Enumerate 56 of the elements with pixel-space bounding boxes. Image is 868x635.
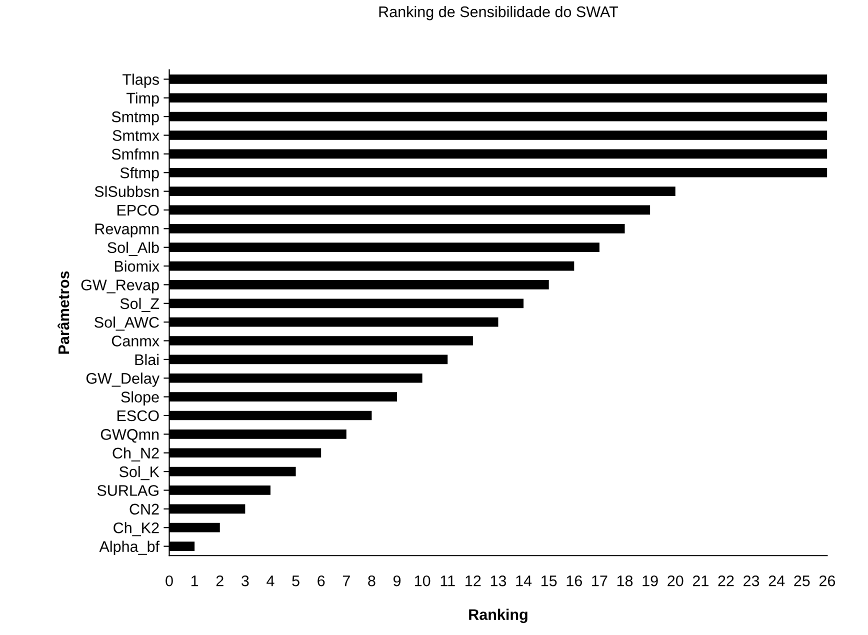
x-tick-label: 13	[490, 575, 506, 586]
y-tick-label: Tlaps	[122, 74, 159, 88]
x-tick-label: 11	[440, 576, 455, 586]
x-tick-label: 22	[718, 575, 734, 586]
x-tick-label: 24	[768, 575, 785, 586]
y-tick-label: EPCO	[117, 204, 159, 216]
y-tick-label: GW_Delay	[86, 372, 160, 387]
y-tick-label: CN2	[130, 504, 159, 515]
y-tick-label: GWQmn	[100, 429, 159, 443]
y-tick-label: Smfmn	[112, 148, 159, 160]
x-tick-label: 0	[166, 575, 173, 586]
x-tick-label: 26	[819, 575, 836, 586]
x-tick-label: 4	[266, 576, 274, 586]
x-tick-label: 3	[242, 575, 249, 586]
y-tick-label: Revapmn	[95, 224, 159, 238]
x-axis-title: Ranking	[469, 608, 528, 624]
y-tick-label: GW_Revap	[81, 280, 159, 294]
y-tick-label: Slope	[121, 391, 159, 406]
y-tick-label: Sol_K	[119, 466, 160, 480]
x-tick-label: 20	[668, 575, 684, 586]
y-axis-title: Parâmetros	[58, 271, 70, 354]
y-tick-label: SlSubbsn	[94, 186, 159, 197]
x-tick-label: 23	[744, 575, 760, 586]
x-tick-label: 15	[542, 576, 557, 586]
x-tick-label: 12	[466, 575, 481, 586]
y-tick-label: Timp	[126, 92, 159, 107]
x-tick-label: 5	[292, 576, 300, 586]
y-tick-label: Ch_K2	[114, 522, 159, 536]
x-tick-label: 1	[191, 576, 198, 586]
x-tick-label: 2	[216, 575, 224, 586]
x-tick-label: 25	[794, 575, 810, 586]
y-tick-label: Smtmx	[112, 130, 160, 141]
y-tick-label: Sol_Alb	[108, 242, 159, 256]
y-tick-label: ESCO	[117, 410, 159, 422]
x-tick-label: 14	[516, 576, 532, 586]
x-tick-label: 8	[368, 575, 376, 586]
x-tick-label: 17	[592, 576, 608, 586]
x-tick-label: 7	[342, 576, 350, 586]
x-tick-label: 16	[566, 575, 582, 586]
x-tick-label: 9	[393, 575, 401, 586]
x-tick-label: 10	[414, 575, 430, 586]
x-tick-label: 6	[318, 575, 325, 586]
x-tick-label: 19	[642, 575, 658, 586]
y-tick-label: Blai	[135, 354, 159, 366]
y-tick-label: SURLAG	[97, 485, 158, 496]
y-tick-label: Sftmp	[120, 167, 159, 182]
y-tick-label: Biomix	[114, 260, 160, 272]
y-tick-label: Sol_Z	[120, 298, 160, 312]
y-tick-label: Sol_AWC	[94, 316, 159, 331]
y-tick-label: Canmx	[112, 336, 160, 346]
x-tick-label: 18	[617, 575, 633, 586]
x-tick-label: 21	[692, 575, 708, 586]
y-tick-label: Smtmp	[112, 111, 159, 126]
y-tick-label: Ch_N2	[112, 447, 159, 462]
chart-title: Ranking de Sensibilidade do SWAT	[379, 6, 618, 20]
y-tick-label: Alpha_bf	[99, 540, 160, 555]
